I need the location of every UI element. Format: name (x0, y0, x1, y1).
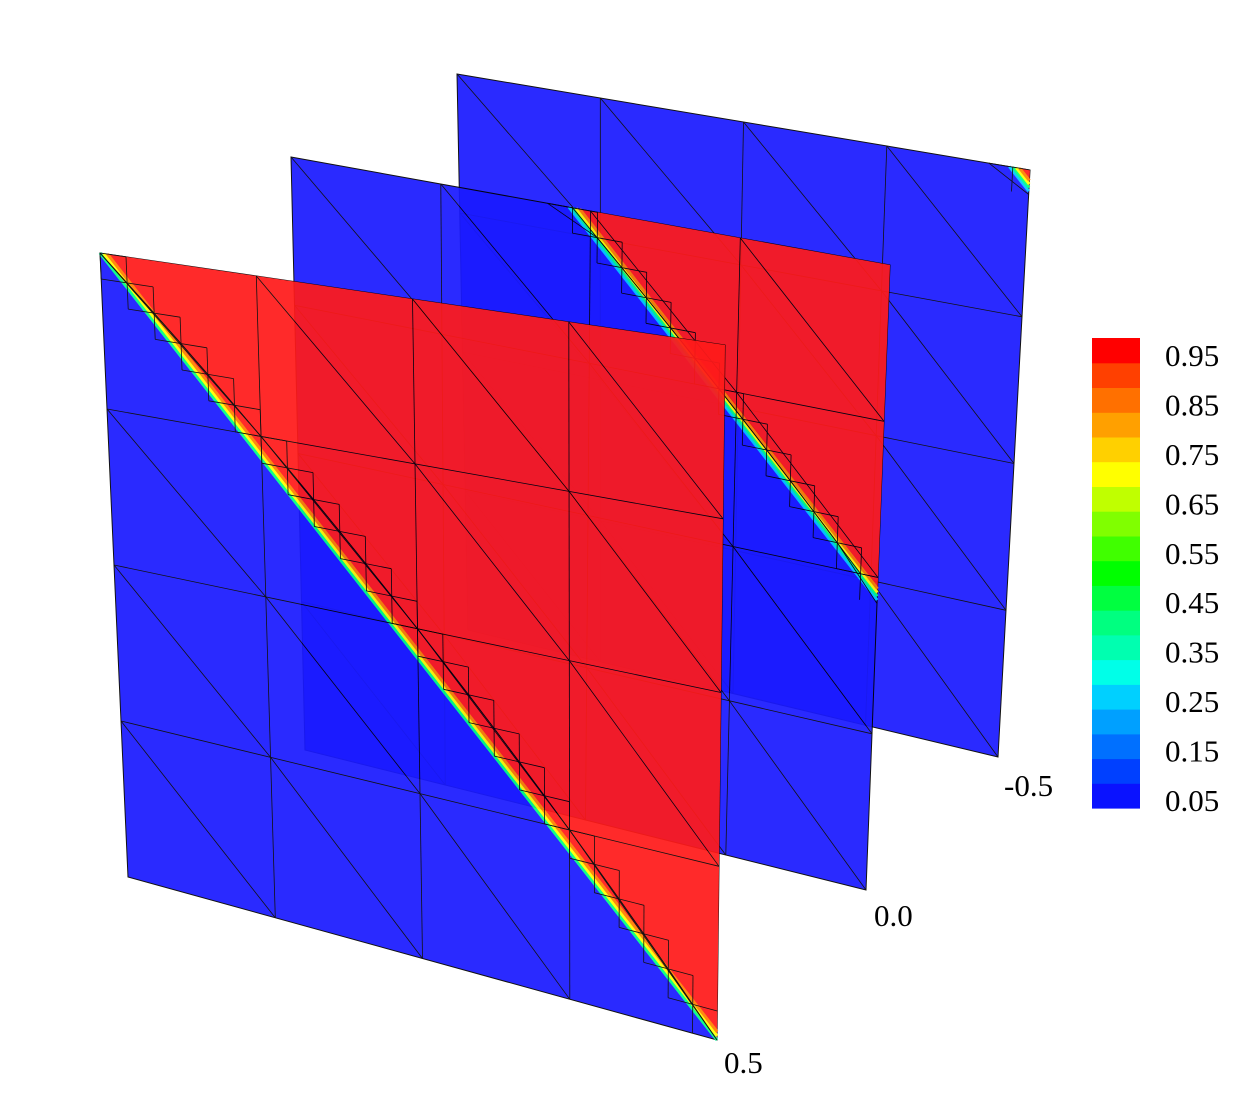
interface-band (98, 252, 719, 1041)
mesh-line (1011, 167, 1014, 192)
mesh-line (568, 660, 720, 867)
mesh-line (732, 546, 873, 735)
colorbar-band (1092, 486, 1140, 512)
mesh-line (255, 275, 416, 465)
colorbar-band (1092, 362, 1140, 388)
colorbar-band (1092, 585, 1140, 611)
colorbar-band (1092, 461, 1140, 487)
interface-band (574, 207, 879, 594)
mesh-line (870, 580, 999, 758)
mesh-line (547, 202, 598, 239)
mesh-line (265, 596, 421, 794)
slice-label-middle: 0.0 (874, 898, 913, 933)
colorbar-tick-label: 0.45 (1165, 585, 1219, 620)
slice-plane-front (98, 252, 726, 1041)
colorbar-tick-label: 0.85 (1165, 387, 1219, 422)
mesh-line (106, 408, 267, 598)
slice-label-back: -0.5 (1004, 768, 1053, 803)
mesh-line (859, 547, 862, 600)
interface-band (1018, 167, 1031, 182)
mesh-line (988, 162, 1029, 195)
colorbar-tick-label: 0.55 (1165, 536, 1219, 571)
mesh-line (836, 542, 878, 604)
mesh-line (886, 145, 1023, 318)
colorbar-band (1092, 511, 1140, 537)
colorbar-tick-label: 0.75 (1165, 437, 1219, 472)
slice-planes (98, 73, 1031, 1041)
mesh-line (412, 298, 570, 492)
mesh-line (419, 793, 571, 1000)
colorbar-band (1092, 610, 1140, 636)
colorbar-band (1092, 412, 1140, 438)
colorbar-band (1092, 659, 1140, 685)
colorbar-band (1092, 535, 1140, 562)
interface-band (106, 253, 719, 1033)
colorbar-band (1092, 560, 1140, 586)
interface-band (1011, 166, 1031, 189)
colorbar-band (1092, 758, 1140, 784)
mesh-line (568, 491, 722, 693)
colorbar-tick-labels: 0.95 0.85 0.75 0.65 0.55 0.45 0.35 0.25 0.15 0.05 (1165, 338, 1219, 818)
colorbar (1092, 338, 1140, 809)
mesh-line (988, 162, 1031, 171)
mesh-line (667, 968, 718, 1041)
colorbar-tick-label: 0.25 (1165, 684, 1219, 719)
colorbar-band (1092, 387, 1140, 413)
mesh-line (270, 757, 423, 959)
slice-label-front: 0.5 (724, 1045, 763, 1080)
mesh-line (739, 237, 885, 422)
mesh-line (729, 700, 867, 891)
colorbar-band (1092, 436, 1140, 463)
colorbar-band (1092, 709, 1140, 735)
interface-band (102, 252, 719, 1037)
colorbar-tick-label: 0.05 (1165, 783, 1219, 818)
mesh-line (414, 463, 570, 661)
colorbar-band (1092, 634, 1140, 661)
colorbar-tick-label: 0.95 (1165, 338, 1219, 373)
colorbar-band (1092, 783, 1140, 809)
mesh-lines (99, 252, 724, 1041)
mesh-line (120, 720, 276, 919)
mesh-line (113, 564, 271, 758)
mesh-line (881, 290, 1015, 464)
mesh-line (875, 435, 1007, 611)
colorbar-tick-label: 0.65 (1165, 486, 1219, 521)
mesh-line (99, 252, 102, 280)
colorbar-band (1092, 733, 1140, 760)
interface-band (571, 206, 879, 598)
mesh-line (99, 252, 127, 258)
colorbar-tick-label: 0.15 (1165, 734, 1219, 769)
colorbar-tick-label: 0.35 (1165, 635, 1219, 670)
mesh-line (568, 321, 724, 520)
interface-band (578, 208, 879, 590)
colorbar-band (1092, 338, 1140, 364)
colorbar-band (1092, 684, 1140, 710)
interface-band (1015, 166, 1031, 186)
